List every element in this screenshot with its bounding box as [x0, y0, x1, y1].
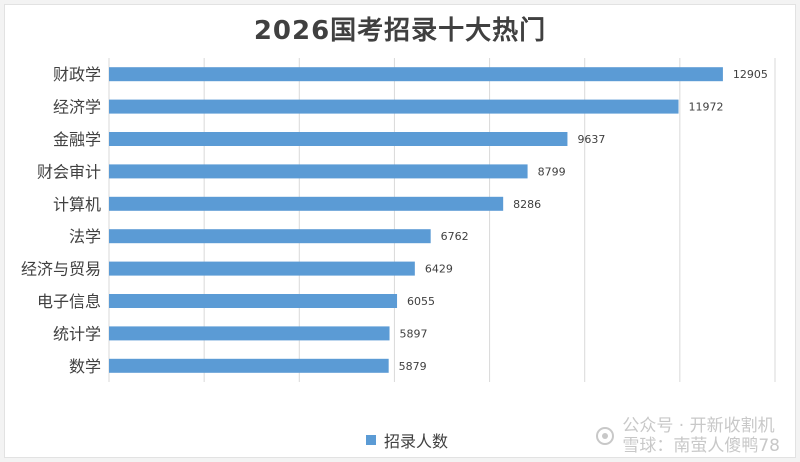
wechat-icon — [596, 427, 615, 445]
value-label: 6055 — [407, 295, 435, 308]
value-labels: 12905 11972 9637 8799 8286 6762 6429 6055 5897 58… — [399, 68, 768, 373]
category-label: 计算机 — [53, 195, 101, 214]
value-label: 11972 — [689, 101, 724, 114]
bar — [109, 326, 390, 341]
category-label: 电子信息 — [37, 292, 101, 311]
chart-title: 2026国考招录十大热门 — [253, 16, 547, 46]
category-label: 统计学 — [53, 324, 101, 343]
watermark: 公众号 · 开新收割机 雪球：南萤人傻鸭78 — [596, 416, 780, 456]
bar — [109, 294, 398, 308]
value-label: 12905 — [733, 68, 768, 81]
bar — [109, 261, 415, 276]
legend-swatch — [366, 435, 376, 445]
value-label: 8286 — [513, 198, 541, 211]
legend-label: 招录人数 — [384, 432, 449, 451]
category-label: 法学 — [69, 227, 101, 246]
bar — [109, 132, 568, 146]
value-label: 8799 — [538, 165, 566, 178]
value-label: 5879 — [399, 360, 427, 373]
category-label: 财政学 — [53, 65, 101, 84]
bar — [109, 164, 528, 179]
bar — [109, 99, 679, 114]
value-label: 6429 — [425, 263, 453, 276]
category-label: 数学 — [69, 357, 101, 376]
bar — [109, 196, 504, 211]
category-label: 经济学 — [53, 98, 101, 117]
watermark-line-2: 雪球：南萤人傻鸭78 — [622, 436, 780, 456]
category-label: 金融学 — [53, 130, 101, 149]
watermark-line-1: 公众号 · 开新收割机 — [622, 416, 775, 436]
bar — [109, 229, 431, 244]
category-label: 财会审计 — [37, 162, 101, 181]
value-label: 5897 — [400, 327, 428, 340]
bar — [109, 67, 723, 82]
legend: 招录人数 — [366, 428, 448, 452]
bars — [109, 67, 723, 373]
value-label: 9637 — [577, 133, 605, 146]
value-label: 6762 — [441, 230, 469, 243]
category-label: 经济与贸易 — [21, 260, 101, 279]
bar — [109, 358, 389, 373]
